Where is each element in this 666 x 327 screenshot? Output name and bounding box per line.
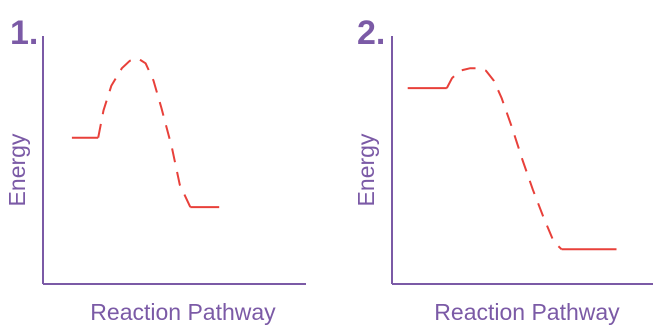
energy-diagram-panel-2: 2. Energy Reaction Pathway (353, 14, 653, 325)
panel-number-2: 2. (357, 14, 385, 52)
x-axis-label-2: Reaction Pathway (434, 299, 620, 325)
y-axis-label-2: Energy (353, 133, 379, 206)
activation-curve-2 (445, 67, 563, 251)
panel-number-1: 1. (10, 14, 38, 52)
x-axis-label-1: Reaction Pathway (90, 299, 276, 325)
y-axis-label-1: Energy (4, 133, 30, 206)
energy-diagram-panel-1: 1. Energy Reaction Pathway (4, 14, 306, 325)
energy-curve-2 (407, 67, 617, 251)
energy-curve-1 (71, 57, 220, 209)
activation-curve-1 (97, 57, 192, 208)
